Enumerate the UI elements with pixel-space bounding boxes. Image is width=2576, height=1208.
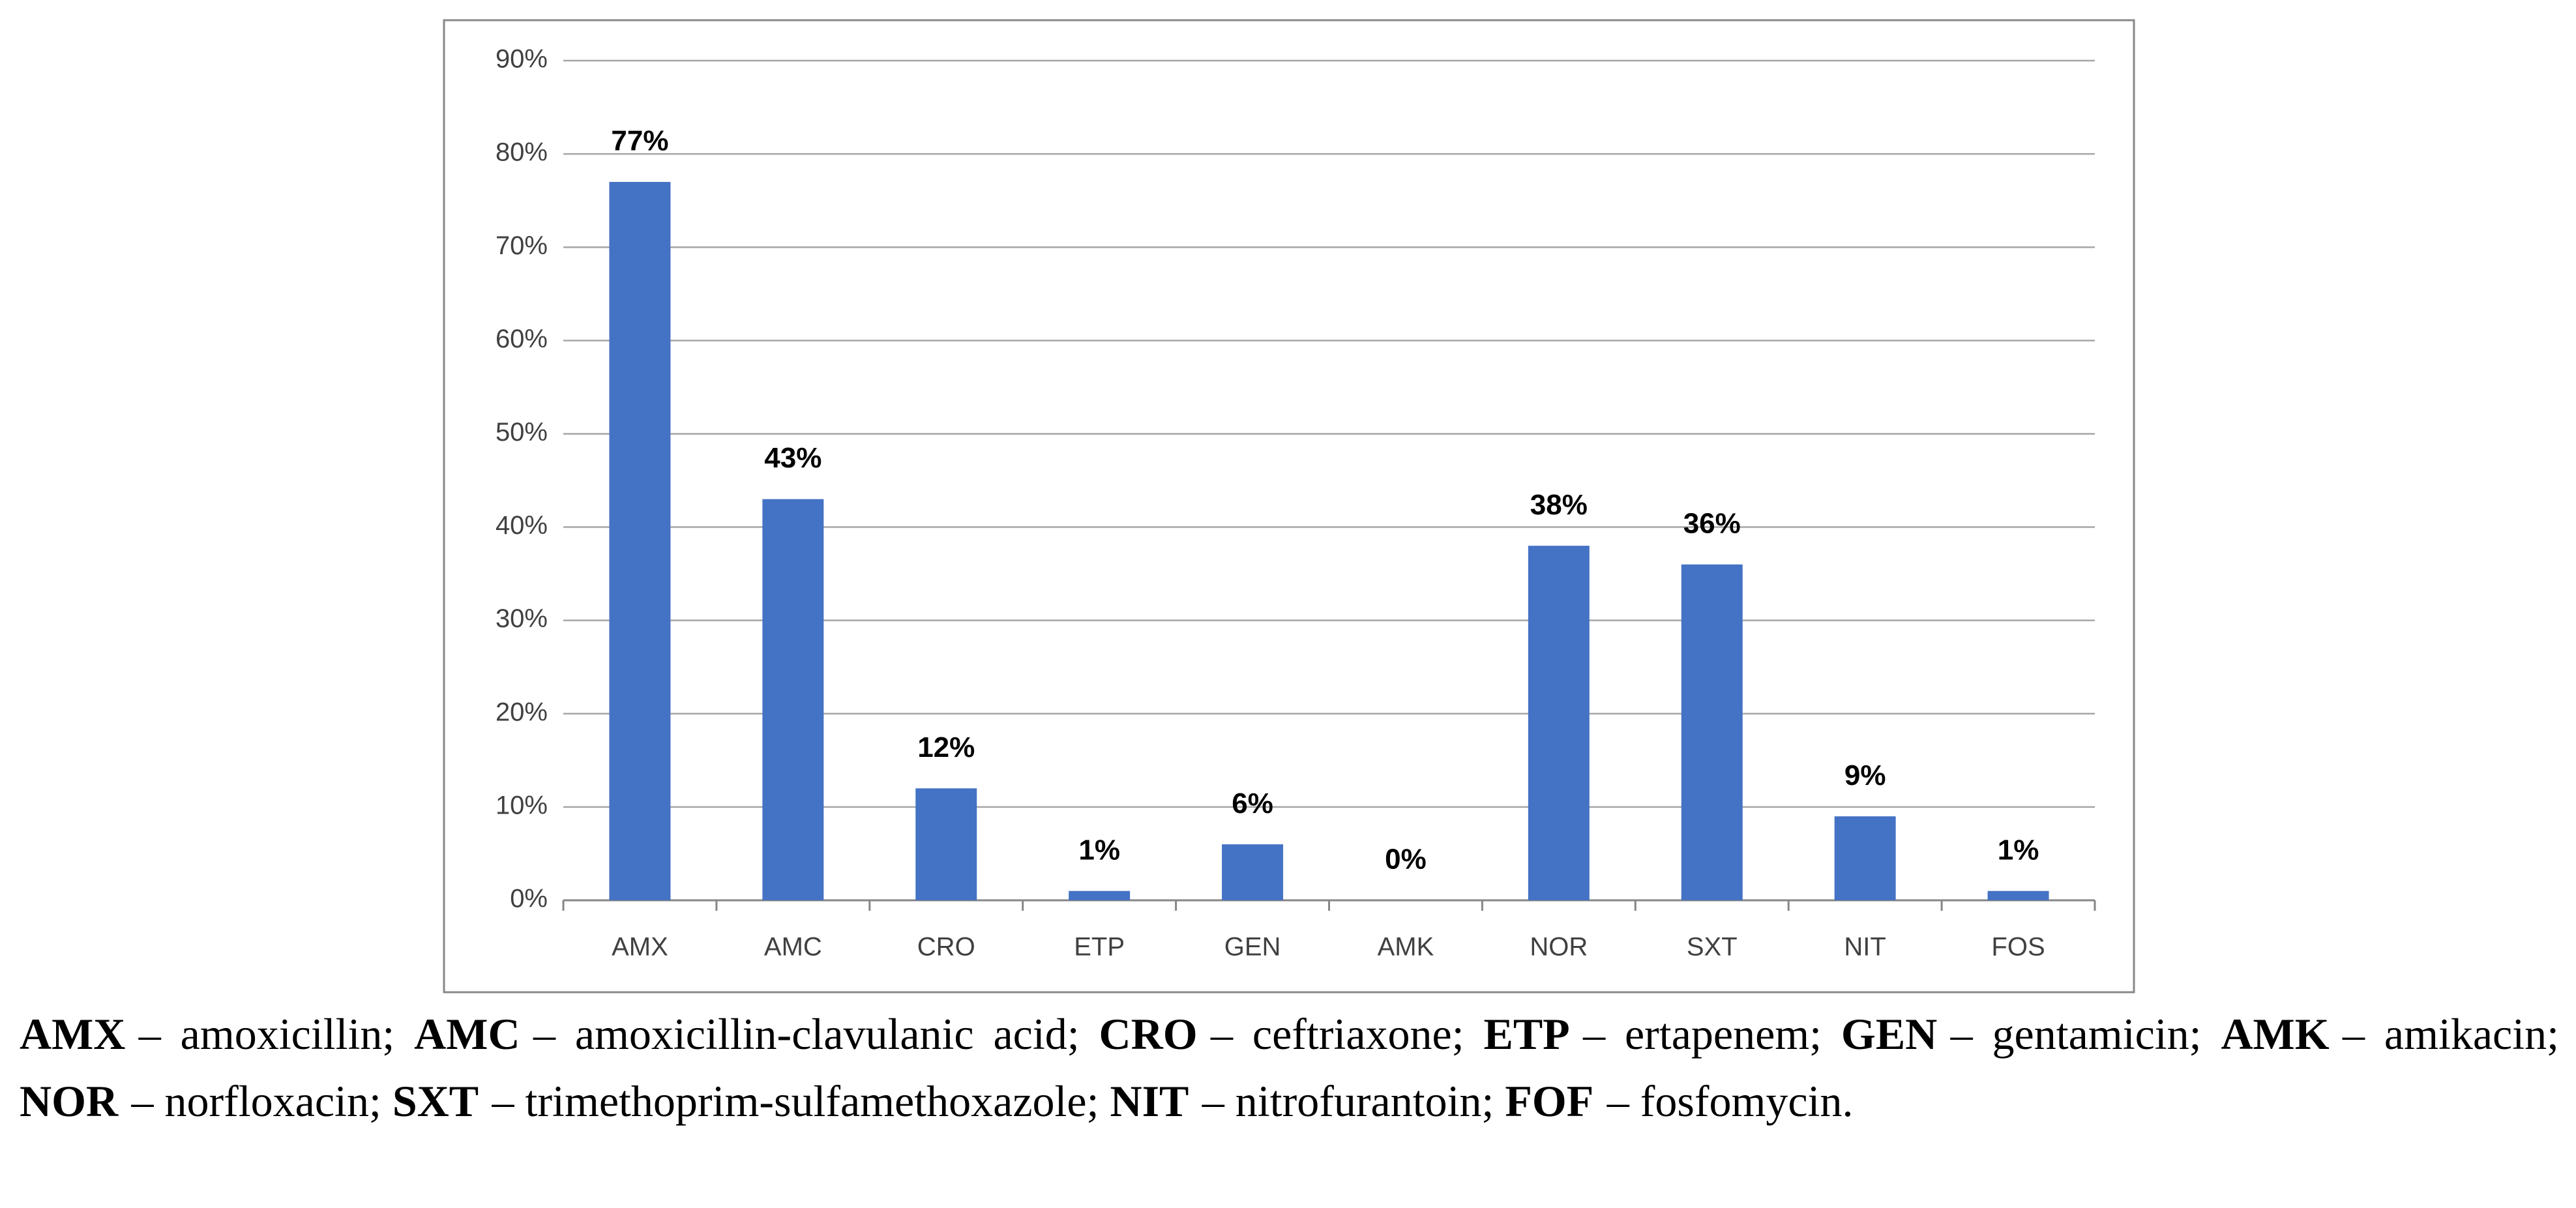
x-tick-label: CRO	[917, 933, 975, 962]
bar	[1681, 564, 1743, 900]
data-label: 1%	[1998, 834, 2039, 866]
x-tick-label: AMC	[764, 933, 822, 962]
bar	[1222, 844, 1284, 900]
x-tick-label: ETP	[1074, 933, 1125, 962]
data-label: 36%	[1683, 507, 1741, 539]
abbreviation: FOF	[1505, 1076, 1594, 1126]
y-tick-label: 70%	[496, 231, 548, 260]
y-tick-label: 80%	[496, 138, 548, 167]
y-tick-label: 30%	[496, 604, 548, 633]
y-tick-label: 10%	[496, 791, 548, 819]
bar	[762, 499, 824, 900]
abbreviation: SXT	[392, 1076, 479, 1126]
data-label: 9%	[1844, 759, 1886, 791]
y-tick-label: 20%	[496, 698, 548, 726]
abbreviation: AMK	[2221, 1009, 2330, 1059]
x-tick-label: FOS	[1991, 933, 2045, 962]
data-label: 12%	[917, 731, 975, 763]
y-tick-label: 90%	[496, 45, 548, 74]
x-tick-label: GEN	[1224, 933, 1281, 962]
data-label: 43%	[764, 442, 822, 474]
bar	[609, 182, 671, 900]
y-tick-label: 60%	[496, 325, 548, 353]
definition: – gentamicin;	[1950, 1009, 2202, 1059]
bar	[1069, 891, 1131, 900]
data-label: 77%	[611, 125, 668, 157]
bar	[915, 788, 977, 900]
data-label: 38%	[1530, 489, 1588, 521]
data-label: 6%	[1232, 788, 1273, 819]
abbreviation: NOR	[20, 1076, 119, 1126]
abbreviation: AMX	[20, 1009, 126, 1059]
data-label: 1%	[1078, 834, 1120, 866]
x-tick-label: AMX	[612, 933, 668, 962]
bar	[1834, 816, 1896, 900]
definition: – amikacin;	[2343, 1009, 2560, 1059]
definition: – amoxicillin-clavulanic acid;	[533, 1009, 1080, 1059]
definition: – nitrofurantoin;	[1202, 1076, 1494, 1126]
y-tick-label: 50%	[496, 418, 548, 447]
abbreviation: AMC	[414, 1009, 520, 1059]
abbreviation: NIT	[1110, 1076, 1189, 1126]
abbreviation: ETP	[1483, 1009, 1570, 1059]
caption: AMX – amoxicillin; AMC – amoxicillin-clavu…	[20, 1001, 2559, 1135]
chart: 0% 10% 20% 30% 40% 50% 60% 70% 80% 90% AMX 77% AMC 43…	[443, 19, 2135, 994]
definition: – fosfomycin.	[1606, 1076, 1854, 1126]
abbreviation: CRO	[1099, 1009, 1198, 1059]
y-tick-label: 0%	[510, 885, 548, 913]
x-tick-label: SXT	[1687, 933, 1738, 962]
definition: – ceftriaxone;	[1211, 1009, 1464, 1059]
bar	[1987, 891, 2049, 900]
x-tick-label: NIT	[1844, 933, 1886, 962]
definition: – ertapenem;	[1583, 1009, 1822, 1059]
x-tick-label: NOR	[1530, 933, 1588, 962]
data-label: 0%	[1385, 844, 1427, 876]
bar	[1528, 546, 1590, 900]
y-tick-label: 40%	[496, 511, 548, 540]
definition: – norfloxacin;	[131, 1076, 381, 1126]
definition: – amoxicillin;	[138, 1009, 395, 1059]
definition: – trimethoprim-sulfamethoxazole;	[492, 1076, 1099, 1126]
abbreviation: GEN	[1841, 1009, 1938, 1059]
x-tick-label: AMK	[1378, 933, 1434, 962]
